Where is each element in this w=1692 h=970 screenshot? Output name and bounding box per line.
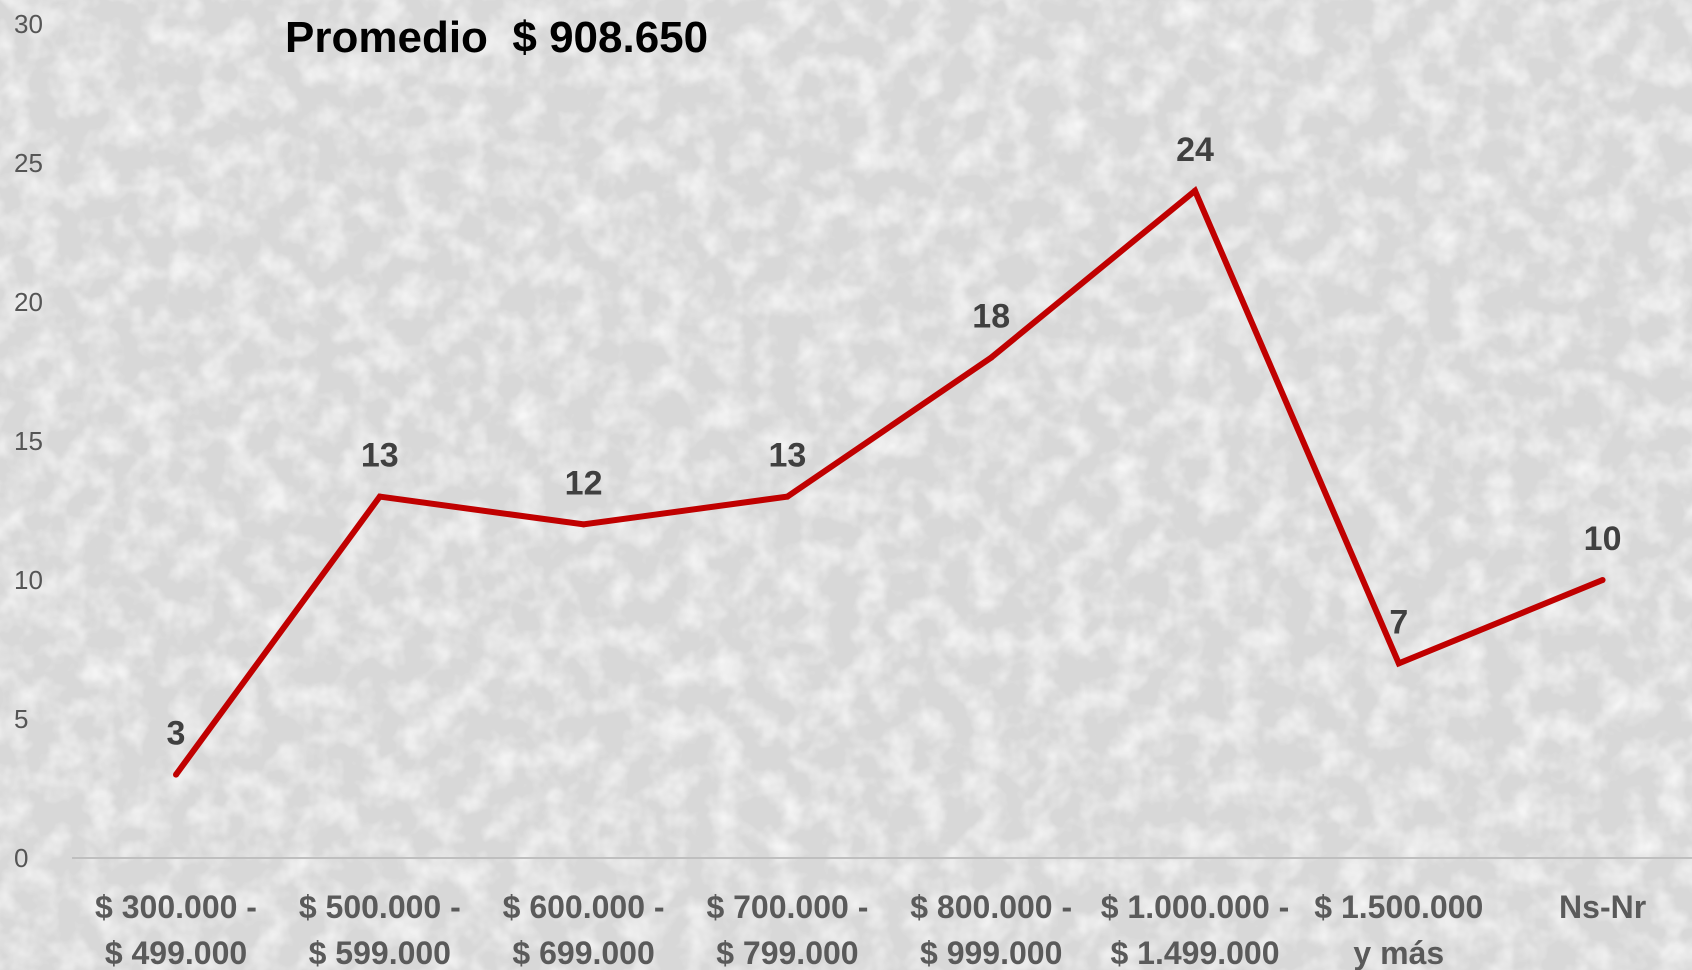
data-point [173, 771, 179, 778]
x-category-label-line: $ 800.000 - [910, 889, 1072, 925]
data-label: 12 [565, 464, 603, 502]
x-category-label-line: $ 600.000 - [503, 889, 665, 925]
x-category-label-line: Ns-Nr [1559, 889, 1646, 925]
x-category-label-line: $ 300.000 - [95, 889, 257, 925]
x-category-label: $ 600.000 - $ 699.000 [503, 889, 665, 970]
data-label: 13 [361, 437, 399, 475]
data-point [376, 493, 383, 500]
data-label: 18 [972, 298, 1010, 336]
data-label: 7 [1389, 603, 1408, 641]
data-point [784, 493, 791, 500]
x-category-label-line: y más [1353, 935, 1444, 970]
data-label: 3 [167, 715, 186, 753]
y-tick-label: 5 [14, 704, 28, 734]
x-category-label-line: $ 799.000 [716, 935, 858, 970]
data-point [580, 521, 587, 528]
x-category-label: $ 800.000 - $ 999.000 [910, 889, 1072, 970]
y-tick-label: 30 [14, 9, 43, 39]
x-category-label-line: $ 499.000 [105, 935, 247, 970]
y-tick-label: 0 [14, 843, 28, 873]
x-category-label-line: $ 699.000 [512, 935, 654, 970]
x-category-label: $ 500.000 - $ 599.000 [299, 889, 461, 970]
x-category-label-line: $ 500.000 - [299, 889, 461, 925]
data-label: 24 [1176, 131, 1214, 169]
y-tick-label: 10 [14, 565, 43, 595]
series-line [173, 185, 1604, 777]
x-category-label-line: $ 599.000 [309, 935, 451, 970]
x-category-label-line: $ 1.500.000 [1314, 889, 1483, 925]
x-category-label: $ 1.000.000 - $ 1.499.000 [1101, 889, 1290, 970]
data-point [1395, 660, 1402, 667]
data-point [988, 354, 995, 361]
series-layer [173, 185, 1606, 778]
label-layer: 3 13 12 13 18 24 7 10 [167, 131, 1622, 753]
data-point [1599, 577, 1606, 583]
data-label: 13 [768, 437, 806, 475]
x-category-label: $ 700.000 - $ 799.000 [706, 889, 868, 970]
x-category-label: Ns-Nr [1559, 889, 1646, 925]
data-label: 10 [1584, 520, 1622, 558]
axis-layer: 0 5 10 15 20 25 30 $ 300.000 - $ 499.000 $ 500.00… [14, 9, 1692, 970]
y-tick-label: 25 [14, 148, 43, 178]
y-tick-label: 20 [14, 287, 43, 317]
average-annotation: Promedio $ 908.650 [285, 13, 708, 62]
x-category-label: $ 300.000 - $ 499.000 [95, 889, 257, 970]
x-category-label-line: $ 1.499.000 [1110, 935, 1279, 970]
x-category-label-line: $ 999.000 [920, 935, 1062, 970]
x-category-label-line: $ 1.000.000 - [1101, 889, 1290, 925]
data-point [1192, 187, 1198, 194]
y-tick-label: 15 [14, 426, 43, 456]
x-category-label: $ 1.500.000 y más [1314, 889, 1483, 970]
x-category-label-line: $ 700.000 - [706, 889, 868, 925]
